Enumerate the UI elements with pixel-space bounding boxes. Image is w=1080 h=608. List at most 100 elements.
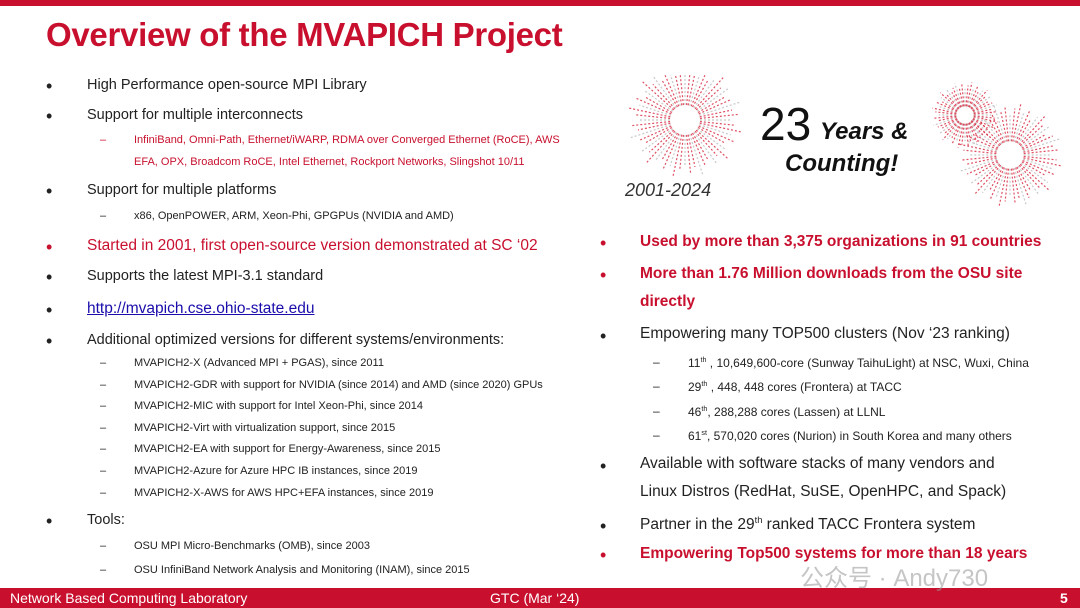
firework-ray [937, 118, 958, 128]
firework-ray [695, 87, 722, 111]
firework-ray [933, 115, 957, 119]
bullet: • [46, 181, 53, 201]
firework-ray [941, 118, 958, 129]
firework-ray [971, 119, 990, 133]
bullet-text: Supports the latest MPI-3.1 standard [87, 268, 324, 284]
dash: – [100, 540, 107, 552]
firework-ray [1020, 162, 1049, 183]
firework-ray [629, 107, 671, 118]
bullet: • [46, 76, 53, 96]
bullet-text: Empowering many TOP500 clusters (Nov ‘23… [640, 325, 1010, 342]
bullet-text: Linux Distros (RedHat, SuSE, OpenHPC, an… [640, 483, 1007, 500]
firework-ray [697, 96, 725, 114]
firework-ray [1022, 135, 1053, 150]
firework-ray [687, 75, 696, 106]
firework-ray [942, 121, 960, 141]
firework-ray [1023, 149, 1060, 155]
firework-ray [960, 158, 998, 172]
firework-ray [967, 123, 976, 147]
firework-ray [947, 121, 961, 140]
firework-ray [990, 112, 1005, 143]
sub-text: MVAPICH2-Azure for Azure HPC IB instance… [134, 465, 418, 477]
firework-ray [1016, 166, 1032, 192]
firework-ray [1013, 112, 1025, 143]
text: Partner in the 29 [640, 516, 755, 534]
text: , 10,649,600-core (Sunway TaihuLight) at… [706, 356, 1029, 370]
firework-ray [696, 128, 727, 151]
firework-ray [1020, 125, 1051, 148]
firework-ray [631, 120, 671, 127]
dash: – [100, 357, 107, 369]
bullet: • [46, 511, 53, 531]
firework-ray [938, 105, 957, 113]
firework-ray [646, 130, 676, 163]
firework-ray [699, 101, 740, 116]
bullet-text: Support for multiple interconnects [87, 107, 303, 123]
firework-ray [1021, 133, 1047, 149]
firework-ray [988, 166, 1004, 192]
firework-ray [642, 81, 675, 111]
sub-text: 29th , 448, 448 cores (Frontera) at TACC [688, 379, 902, 394]
firework-ray [694, 130, 718, 157]
firework-ray [993, 105, 1007, 143]
firework-ray [652, 83, 676, 110]
bullet: • [600, 456, 607, 476]
firework-ray [674, 75, 683, 106]
firework-ray [967, 88, 975, 107]
firework-ray [972, 118, 989, 129]
firework-ray [635, 97, 672, 115]
bullet: • [600, 265, 607, 285]
text: ranked TACC Frontera system [762, 516, 976, 534]
firework-ray [662, 133, 680, 170]
superscript: th [754, 515, 763, 525]
firework-ray [968, 122, 979, 139]
firework-ray [954, 83, 963, 107]
firework-ray [1022, 160, 1056, 176]
firework-ray [963, 149, 997, 155]
firework-ray [939, 92, 959, 110]
fireworks-icon [629, 75, 1062, 207]
firework-ray [951, 91, 962, 108]
firework-ray [973, 111, 997, 115]
firework-ray [1017, 116, 1038, 145]
firework-ray [693, 78, 716, 109]
firework-ray [652, 75, 677, 109]
firework-ray [933, 117, 957, 126]
firework-ray [982, 165, 1003, 194]
firework-ray [964, 134, 998, 150]
firework-ray [941, 101, 958, 112]
firework-ray [1000, 111, 1008, 142]
firework-ray [689, 75, 701, 106]
firework-ray [685, 134, 692, 174]
firework-ray [645, 126, 673, 144]
bullet: • [600, 326, 607, 346]
firework-ray [1015, 167, 1030, 198]
firework-ray [698, 125, 735, 143]
slide-title: Overview of the MVAPICH Project [46, 16, 563, 53]
top-accent-bar [0, 0, 1080, 6]
sub-text: MVAPICH2-GDR with support for NVIDIA (si… [134, 378, 543, 391]
firework-ray [693, 131, 718, 165]
firework-ray [1013, 167, 1027, 205]
firework-ray [1022, 158, 1053, 170]
dash: – [100, 378, 107, 391]
bullet: • [46, 106, 53, 126]
firework-ray [967, 160, 998, 175]
firework-ray [640, 128, 674, 153]
bullet-text: Started in 2001, first open-source versi… [87, 237, 538, 254]
firework-ray [972, 102, 993, 112]
firework-ray [971, 120, 991, 138]
firework-ray [961, 123, 965, 145]
firework-ray [958, 143, 997, 153]
firework-ray [661, 132, 679, 160]
firework-ray [1021, 161, 1047, 177]
firework-ray [696, 87, 730, 112]
sub-text: 61st, 570,020 cores (Nurion) in South Ko… [688, 428, 1012, 443]
rank: 29 [688, 380, 702, 395]
text: , 448, 448 cores (Frontera) at TACC [707, 380, 902, 395]
firework-ray [685, 75, 691, 106]
firework-ray [989, 167, 1005, 201]
dash: – [100, 400, 107, 413]
firework-ray [970, 121, 985, 137]
project-link[interactable]: http://mvapich.cse.ohio-state.edu [87, 300, 315, 317]
